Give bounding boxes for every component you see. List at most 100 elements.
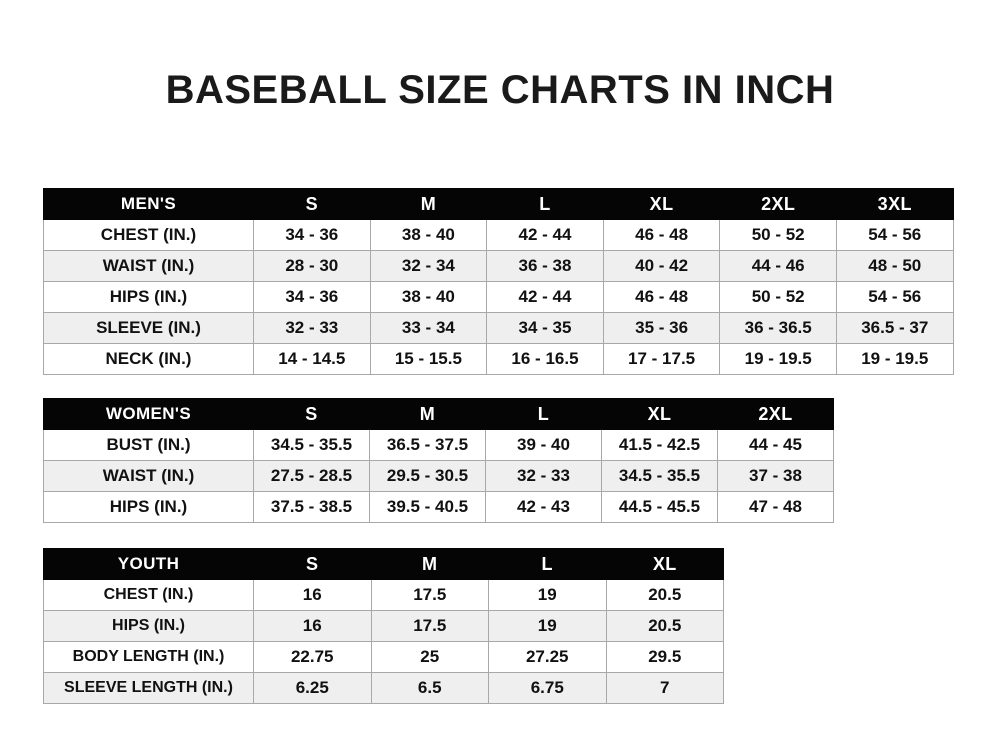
column-header-m: M — [369, 188, 488, 220]
measurement-value: 44 - 46 — [719, 250, 837, 282]
column-header-xl: XL — [602, 188, 721, 220]
measurement-value: 54 - 56 — [835, 219, 954, 251]
column-header-2xl: 2XL — [719, 188, 837, 220]
measurement-value: 42 - 44 — [486, 219, 604, 251]
measurement-value: 33 - 34 — [369, 312, 488, 344]
measurement-value: 36.5 - 37.5 — [369, 429, 486, 461]
table-header-row: WOMEN'S S M L XL 2XL — [43, 398, 834, 430]
measurement-value: 20.5 — [605, 610, 724, 642]
table-header-row: YOUTH S M L XL — [43, 548, 724, 580]
measurement-label: WAIST (IN.) — [43, 460, 254, 492]
table-row: HIPS (IN.) 16 17.5 19 20.5 — [43, 610, 724, 642]
measurement-value: 16 - 16.5 — [486, 343, 604, 375]
youth-size-table: YOUTH S M L XL CHEST (IN.) 16 17.5 19 20.5 HIPS (I… — [43, 548, 724, 704]
womens-size-table: WOMEN'S S M L XL 2XL BUST (IN.) 34.5 - 35.5 36.5… — [43, 398, 834, 523]
column-header-s: S — [253, 398, 370, 430]
measurement-value: 39 - 40 — [485, 429, 602, 461]
measurement-value: 35 - 36 — [602, 312, 721, 344]
measurement-value: 54 - 56 — [835, 281, 954, 313]
table-row: WAIST (IN.) 27.5 - 28.5 29.5 - 30.5 32 - 33… — [43, 460, 834, 492]
measurement-value: 27.25 — [488, 641, 607, 673]
measurement-value: 6.5 — [370, 672, 489, 704]
measurement-value: 36 - 36.5 — [719, 312, 837, 344]
column-header-s: S — [253, 548, 372, 580]
column-header-l: L — [488, 548, 607, 580]
measurement-value: 34 - 36 — [253, 281, 371, 313]
table-category-label: YOUTH — [43, 548, 254, 580]
measurement-value: 44 - 45 — [717, 429, 834, 461]
measurement-value: 27.5 - 28.5 — [253, 460, 370, 492]
measurement-label: NECK (IN.) — [43, 343, 254, 375]
measurement-value: 14 - 14.5 — [253, 343, 371, 375]
measurement-value: 37 - 38 — [717, 460, 834, 492]
measurement-value: 22.75 — [253, 641, 372, 673]
table-row: WAIST (IN.) 28 - 30 32 - 34 36 - 38 40 - 42 4… — [43, 250, 954, 282]
measurement-value: 36 - 38 — [486, 250, 604, 282]
measurement-value: 42 - 43 — [485, 491, 602, 523]
measurement-value: 16 — [253, 579, 372, 611]
measurement-value: 34.5 - 35.5 — [253, 429, 370, 461]
measurement-label: WAIST (IN.) — [43, 250, 254, 282]
measurement-value: 17 - 17.5 — [602, 343, 721, 375]
measurement-value: 38 - 40 — [369, 219, 488, 251]
table-row: BUST (IN.) 34.5 - 35.5 36.5 - 37.5 39 - 40 4… — [43, 429, 834, 461]
measurement-value: 46 - 48 — [602, 219, 721, 251]
table-category-label: WOMEN'S — [43, 398, 254, 430]
measurement-value: 44.5 - 45.5 — [601, 491, 718, 523]
column-header-m: M — [369, 398, 486, 430]
table-row: HIPS (IN.) 34 - 36 38 - 40 42 - 44 46 - 48 50… — [43, 281, 954, 313]
table-row: CHEST (IN.) 34 - 36 38 - 40 42 - 44 46 - 48 5… — [43, 219, 954, 251]
measurement-value: 7 — [605, 672, 724, 704]
measurement-value: 37.5 - 38.5 — [253, 491, 370, 523]
measurement-value: 6.25 — [253, 672, 372, 704]
measurement-value: 32 - 33 — [253, 312, 371, 344]
measurement-label: SLEEVE LENGTH (IN.) — [43, 672, 254, 704]
table-category-label: MEN'S — [43, 188, 254, 220]
mens-size-table: MEN'S S M L XL 2XL 3XL CHEST (IN.) 34 - 36 38 - 4… — [43, 188, 954, 375]
measurement-value: 39.5 - 40.5 — [369, 491, 486, 523]
measurement-label: BUST (IN.) — [43, 429, 254, 461]
table-row: BODY LENGTH (IN.) 22.75 25 27.25 29.5 — [43, 641, 724, 673]
measurement-value: 20.5 — [605, 579, 724, 611]
table-row: SLEEVE LENGTH (IN.) 6.25 6.5 6.75 7 — [43, 672, 724, 704]
measurement-label: BODY LENGTH (IN.) — [43, 641, 254, 673]
measurement-value: 15 - 15.5 — [369, 343, 488, 375]
measurement-value: 19 — [488, 579, 607, 611]
measurement-value: 50 - 52 — [719, 281, 837, 313]
measurement-label: SLEEVE (IN.) — [43, 312, 254, 344]
measurement-value: 29.5 — [605, 641, 724, 673]
measurement-label: CHEST (IN.) — [43, 219, 254, 251]
measurement-value: 41.5 - 42.5 — [601, 429, 718, 461]
measurement-value: 29.5 - 30.5 — [369, 460, 486, 492]
measurement-label: HIPS (IN.) — [43, 281, 254, 313]
column-header-xl: XL — [601, 398, 718, 430]
table-row: HIPS (IN.) 37.5 - 38.5 39.5 - 40.5 42 - 43 4… — [43, 491, 834, 523]
column-header-l: L — [486, 188, 604, 220]
table-row: CHEST (IN.) 16 17.5 19 20.5 — [43, 579, 724, 611]
measurement-value: 32 - 33 — [485, 460, 602, 492]
measurement-value: 36.5 - 37 — [835, 312, 954, 344]
column-header-2xl: 2XL — [717, 398, 834, 430]
measurement-value: 40 - 42 — [602, 250, 721, 282]
measurement-value: 34.5 - 35.5 — [601, 460, 718, 492]
measurement-label: CHEST (IN.) — [43, 579, 254, 611]
page-title: BASEBALL SIZE CHARTS IN INCH — [165, 68, 835, 112]
column-header-xl: XL — [605, 548, 724, 580]
measurement-value: 34 - 35 — [486, 312, 604, 344]
column-header-l: L — [485, 398, 602, 430]
measurement-value: 28 - 30 — [253, 250, 371, 282]
measurement-value: 19 — [488, 610, 607, 642]
measurement-value: 19 - 19.5 — [719, 343, 837, 375]
measurement-value: 17.5 — [370, 610, 489, 642]
table-row: NECK (IN.) 14 - 14.5 15 - 15.5 16 - 16.5 17 … — [43, 343, 954, 375]
measurement-value: 19 - 19.5 — [835, 343, 954, 375]
measurement-value: 48 - 50 — [835, 250, 954, 282]
measurement-value: 17.5 — [370, 579, 489, 611]
measurement-value: 16 — [253, 610, 372, 642]
column-header-3xl: 3XL — [835, 188, 954, 220]
measurement-value: 34 - 36 — [253, 219, 371, 251]
measurement-value: 38 - 40 — [369, 281, 488, 313]
measurement-value: 50 - 52 — [719, 219, 837, 251]
measurement-label: HIPS (IN.) — [43, 610, 254, 642]
measurement-value: 25 — [370, 641, 489, 673]
